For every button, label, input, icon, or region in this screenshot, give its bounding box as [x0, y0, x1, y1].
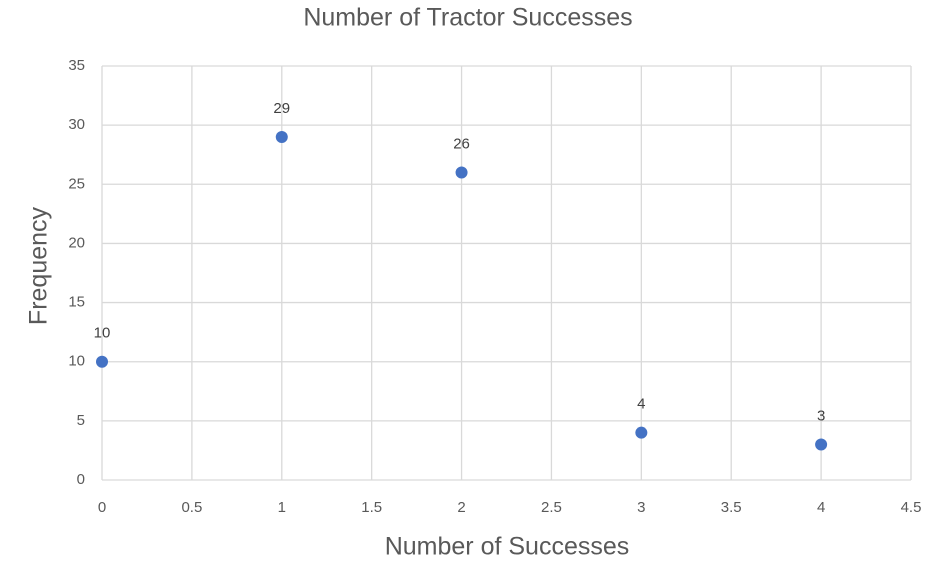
y-axis-title: Frequency — [25, 206, 53, 325]
x-tick-label: 2.5 — [541, 499, 562, 516]
x-tick-label: 4 — [817, 499, 825, 516]
x-tick-label: 2 — [457, 499, 465, 516]
y-tick-label: 0 — [77, 471, 85, 488]
x-tick-label: 0.5 — [181, 499, 202, 516]
x-tick-label: 3.5 — [721, 499, 742, 516]
x-tick-label: 0 — [98, 499, 106, 516]
data-label: 10 — [94, 325, 111, 342]
y-tick-label: 5 — [77, 412, 85, 429]
x-tick-label: 3 — [637, 499, 645, 516]
x-tick-label: 1 — [278, 499, 286, 516]
y-tick-label: 15 — [68, 294, 85, 311]
point — [275, 130, 288, 143]
y-tick-label: 10 — [68, 353, 85, 370]
data-label: 4 — [637, 396, 645, 413]
y-tick-label: 35 — [68, 57, 85, 74]
x-axis-title: Number of Successes — [385, 533, 630, 561]
data-label: 3 — [817, 407, 825, 424]
point — [815, 438, 828, 451]
chart-title: Number of Tractor Successes — [303, 4, 632, 32]
y-tick-label: 25 — [68, 175, 85, 192]
data-label: 26 — [453, 135, 470, 152]
point — [96, 355, 108, 368]
point — [455, 166, 468, 179]
x-tick-label: 1.5 — [361, 499, 382, 516]
y-tick-label: 20 — [68, 234, 85, 251]
x-tick-label: 4.5 — [901, 499, 922, 516]
data-label: 29 — [273, 100, 290, 117]
y-tick-label: 30 — [68, 116, 85, 133]
point — [635, 426, 648, 439]
